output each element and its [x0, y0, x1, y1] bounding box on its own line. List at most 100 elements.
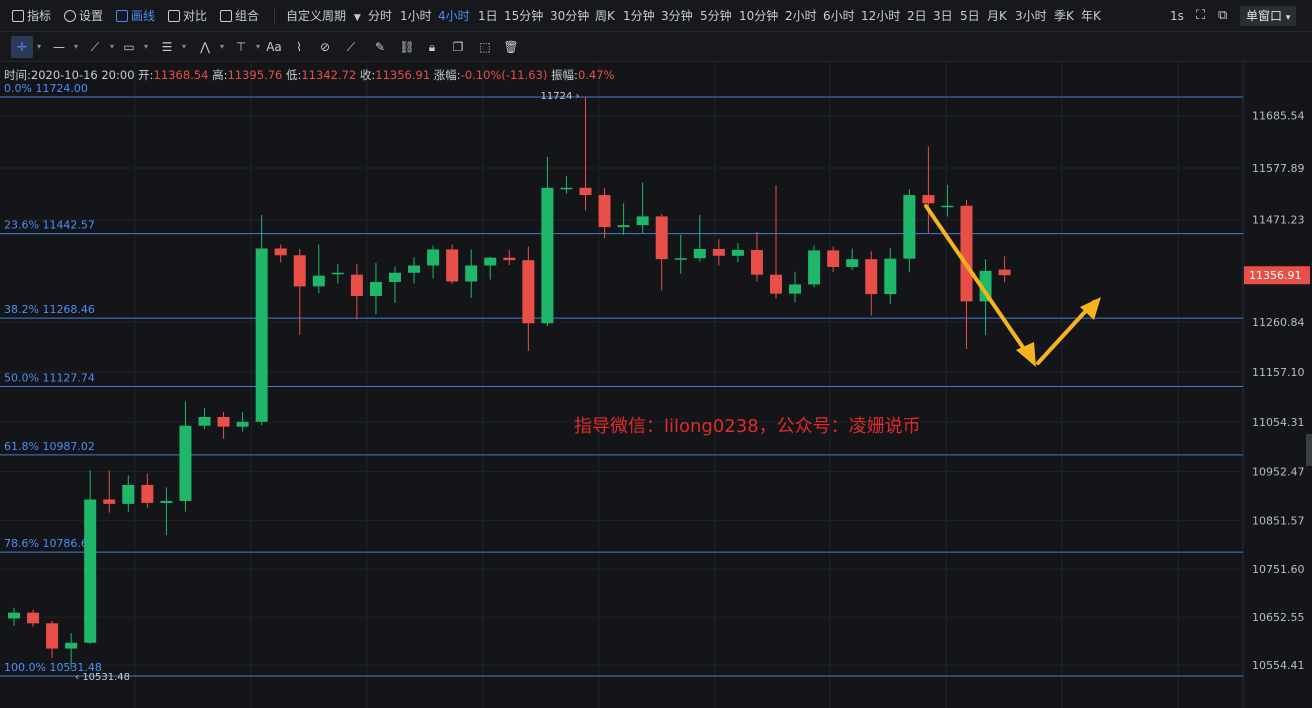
combo-button[interactable]: 组合 [220, 0, 259, 32]
period-18[interactable]: 3小时 [1015, 9, 1047, 23]
period-20[interactable]: 年K [1081, 9, 1101, 23]
period-3[interactable]: 1日 [478, 9, 498, 23]
candle-body[interactable] [255, 248, 268, 422]
candle-body[interactable] [427, 249, 440, 266]
period-16[interactable]: 5日 [960, 9, 980, 23]
candle-body[interactable] [465, 265, 478, 282]
candle-body[interactable] [846, 259, 859, 267]
candle-body[interactable] [198, 416, 211, 426]
candle-body[interactable] [922, 195, 935, 204]
fib-icon[interactable]: ⟋ ▾ [90, 40, 114, 54]
candle-body[interactable] [122, 484, 135, 504]
candle-body[interactable] [350, 274, 363, 297]
trash-icon[interactable]: 🗑︎ [503, 40, 519, 54]
compare-button[interactable]: 对比 [168, 0, 207, 32]
candle-body[interactable] [369, 281, 382, 297]
candle-body[interactable] [865, 259, 878, 295]
candle-body[interactable] [903, 195, 916, 259]
candle-body[interactable] [27, 612, 40, 624]
period-6[interactable]: 周K [595, 9, 615, 23]
candle-body[interactable] [484, 257, 497, 266]
parallel-icon[interactable]: ☰ ▾ [161, 40, 186, 54]
candle-body[interactable] [598, 195, 611, 228]
horizontal-line-icon[interactable]: — ▾ [53, 40, 78, 54]
candle-body[interactable] [65, 642, 78, 649]
candle-body[interactable] [579, 187, 592, 196]
text-tool[interactable]: Aa [263, 36, 285, 58]
candle-body[interactable] [808, 250, 821, 285]
candle-body[interactable] [884, 258, 897, 295]
candle-body[interactable] [712, 248, 725, 256]
candle-body[interactable] [522, 260, 535, 324]
draw-button[interactable]: 画线 [116, 0, 155, 32]
period-19[interactable]: 季K [1054, 9, 1074, 23]
price-chart[interactable]: 11685.54 11577.89 11471.23 11260.84 11157.10… [0, 62, 1312, 708]
candle-body[interactable] [636, 216, 649, 226]
period-4[interactable]: 15分钟 [504, 9, 544, 23]
candle-body[interactable] [331, 272, 344, 275]
period-11[interactable]: 2小时 [785, 9, 817, 23]
ruler-icon[interactable]: ⟋ [346, 40, 356, 54]
period-15[interactable]: 3日 [933, 9, 953, 23]
down-arrow[interactable] [924, 204, 1035, 364]
candle-body[interactable] [8, 612, 20, 619]
candle-body[interactable] [46, 623, 59, 649]
lock-icon[interactable]: 🔒︎ [428, 40, 436, 54]
scroll-handle[interactable] [1306, 434, 1312, 466]
period-17[interactable]: 月K [987, 9, 1007, 23]
indicator-button[interactable]: 指标 [12, 0, 51, 32]
candle-body[interactable] [312, 275, 325, 287]
candle-body[interactable] [217, 416, 230, 427]
candle-body[interactable] [560, 187, 573, 190]
candle-body[interactable] [655, 216, 668, 260]
period-13[interactable]: 12小时 [861, 9, 901, 23]
candlestick-chart[interactable]: 11685.54 11577.89 11471.23 11260.84 11157.10… [0, 62, 1312, 708]
candle-body[interactable] [389, 272, 401, 282]
period-12[interactable]: 6小时 [823, 9, 855, 23]
period-5[interactable]: 30分钟 [550, 9, 590, 23]
candle-body[interactable] [541, 187, 554, 324]
screenshot-icon[interactable]: ⬚ [479, 40, 491, 54]
pen-icon[interactable]: ✎ [374, 40, 386, 54]
fullscreen-icon[interactable]: ⛶ [1196, 8, 1206, 23]
candle-body[interactable] [960, 205, 973, 302]
candle-body[interactable] [160, 500, 173, 503]
chain-icon[interactable]: ⛓ [399, 40, 415, 54]
candle-body[interactable] [941, 205, 954, 208]
candle-body[interactable] [408, 265, 421, 273]
period-14[interactable]: 2日 [907, 9, 927, 23]
period-1[interactable]: 1小时 [400, 9, 432, 23]
candle-body[interactable] [731, 249, 744, 256]
candle-body[interactable] [84, 499, 97, 643]
candle-body[interactable] [274, 248, 287, 256]
candle-body[interactable] [141, 484, 154, 503]
period-9[interactable]: 5分钟 [700, 9, 732, 23]
rectangle-icon[interactable]: ▭ ▾ [123, 40, 148, 54]
candle-body[interactable] [770, 274, 782, 294]
period-2[interactable]: 4小时 [438, 9, 470, 23]
candle-body[interactable] [750, 249, 763, 275]
interval-button[interactable]: 1s [1170, 0, 1184, 32]
pattern-icon[interactable]: ⋀ ▾ [200, 40, 224, 54]
candle-body[interactable] [446, 249, 459, 282]
period-8[interactable]: 3分钟 [661, 9, 693, 23]
candle-body[interactable] [503, 257, 516, 261]
candle-body[interactable] [236, 421, 249, 427]
screenshot-icon[interactable]: ⧉ [1218, 8, 1228, 23]
measure-icon[interactable]: ⊤ ▾ [235, 40, 260, 54]
window-mode-dropdown[interactable]: 单窗口 ▾ [1240, 6, 1297, 26]
period-7[interactable]: 1分钟 [623, 9, 655, 23]
candle-body[interactable] [789, 284, 802, 294]
candle-body[interactable] [827, 250, 840, 267]
custom-period-dropdown[interactable]: 自定义周期 ▼ [286, 0, 361, 32]
period-10[interactable]: 10分钟 [739, 9, 779, 23]
up-arrow[interactable] [1036, 300, 1096, 365]
candle-body[interactable] [179, 425, 192, 501]
candle-body[interactable] [998, 269, 1011, 276]
eraser-icon[interactable]: ⊘ [319, 40, 331, 54]
candle-body[interactable] [693, 248, 706, 259]
copy-icon[interactable]: ❐ [452, 40, 464, 54]
candle-body[interactable] [103, 499, 116, 504]
candle-body[interactable] [293, 255, 306, 287]
candle-body[interactable] [674, 258, 687, 260]
